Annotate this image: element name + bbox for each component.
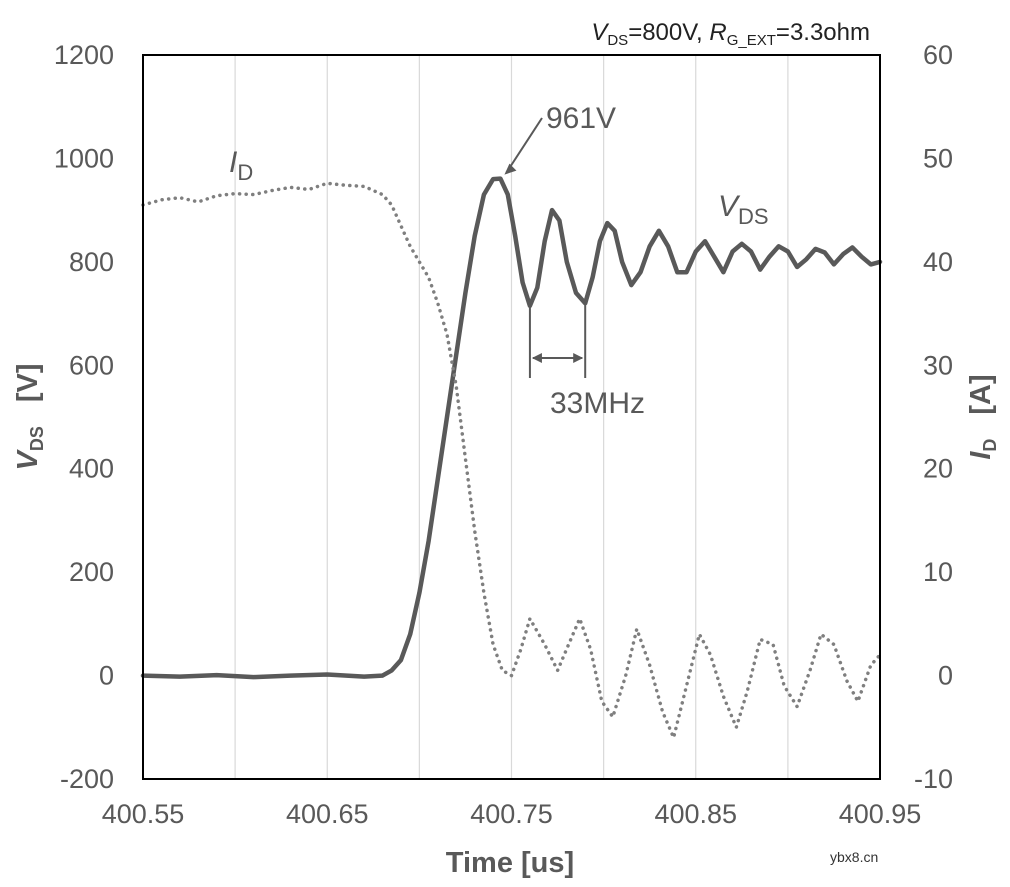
x-axis-label: Time [us] bbox=[446, 847, 574, 879]
y-left-tick-label: 1000 bbox=[54, 143, 114, 173]
y-left-tick-label: 0 bbox=[99, 661, 114, 691]
frequency-label: 33MHz bbox=[550, 387, 645, 420]
y-left-tick-label: 200 bbox=[69, 557, 114, 587]
y-left-tick-label: 400 bbox=[69, 454, 114, 484]
grid bbox=[234, 55, 789, 779]
y-left-tick-label: -200 bbox=[60, 764, 114, 794]
vds-series-label: VDS bbox=[718, 190, 769, 229]
annotation-lines bbox=[504, 117, 587, 378]
plot-frame bbox=[142, 54, 881, 780]
y-right-tick-label: 20 bbox=[923, 454, 953, 484]
y-left-tick-label: 800 bbox=[69, 247, 114, 277]
watermark: ybx8.cn bbox=[830, 849, 878, 865]
y-right-axis-label: ID[A] bbox=[965, 374, 1000, 459]
y-right-tick-label: 10 bbox=[923, 557, 953, 587]
y-left-axis-label: VDS[V] bbox=[12, 363, 47, 470]
y-right-tick-label: 50 bbox=[923, 143, 953, 173]
series-layer bbox=[140, 176, 883, 740]
y-right-tick-label: 0 bbox=[938, 661, 953, 691]
x-tick-label: 400.55 bbox=[102, 799, 185, 829]
x-tick-label: 400.85 bbox=[654, 799, 737, 829]
series-line-vds bbox=[140, 176, 883, 680]
y-right-tick-label: -10 bbox=[914, 764, 953, 794]
freq-arrow-left bbox=[531, 353, 542, 363]
peak-voltage-label: 961V bbox=[546, 102, 616, 135]
peak-leader-line bbox=[505, 117, 543, 174]
y-right-tick-label: 30 bbox=[923, 350, 953, 380]
series-line-id bbox=[141, 181, 882, 740]
condition-label: VDS=800V, RG_EXT=3.3ohm bbox=[591, 19, 870, 49]
id-series-label: ID bbox=[229, 146, 253, 185]
y-right-tick-label: 60 bbox=[923, 40, 953, 70]
x-tick-label: 400.75 bbox=[470, 799, 553, 829]
y-left-tick-label: 1200 bbox=[54, 40, 114, 70]
y-right-tick-label: 40 bbox=[923, 247, 953, 277]
x-tick-label: 400.95 bbox=[839, 799, 922, 829]
tick-labels: 400.55 400.65 400.75 400.85 400.95-200020040… bbox=[54, 40, 953, 829]
peak-arrowhead bbox=[504, 163, 517, 175]
y-left-tick-label: 600 bbox=[69, 350, 114, 380]
freq-arrow-right bbox=[573, 353, 584, 363]
x-tick-label: 400.65 bbox=[286, 799, 369, 829]
